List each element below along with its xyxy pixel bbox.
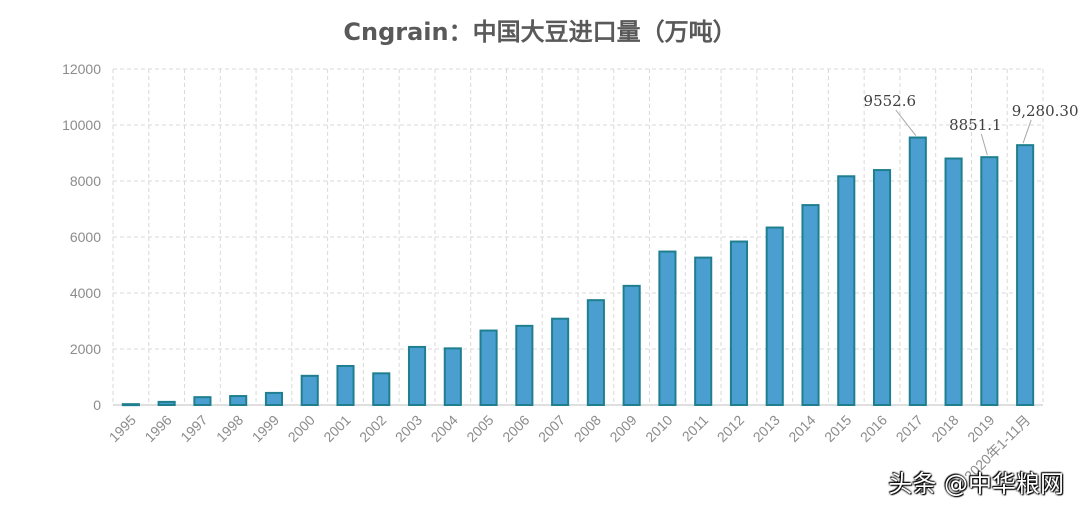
bar-2005 <box>479 329 498 407</box>
data-label-leader <box>895 109 917 136</box>
bar-2019 <box>980 156 999 406</box>
bar-2002 <box>372 372 391 406</box>
x-tick-label: 2003 <box>392 412 425 445</box>
x-tick-label: 2016 <box>857 412 890 445</box>
x-tick-label: 1998 <box>213 412 246 445</box>
x-tick-label: 2006 <box>499 412 532 445</box>
x-tick-label: 2004 <box>428 412 461 445</box>
bars <box>121 136 1035 407</box>
y-tick-label: 12000 <box>62 61 101 77</box>
bar-2004 <box>443 347 462 406</box>
x-tick-label: 2008 <box>571 412 604 445</box>
bar-1997 <box>193 396 212 407</box>
bar-1995 <box>121 403 140 407</box>
bar-2008 <box>586 299 605 406</box>
bar-2018 <box>944 157 963 406</box>
y-tick-label: 0 <box>93 397 101 413</box>
bar-2001 <box>336 364 355 406</box>
bar-1999 <box>264 391 284 406</box>
x-tick-label: 2018 <box>928 412 961 445</box>
x-tick-label: 2010 <box>642 412 675 445</box>
bar-1998 <box>229 395 248 407</box>
x-tick-label: 2000 <box>285 412 318 445</box>
bar-2020年1-11月 <box>1016 144 1035 406</box>
data-label: 9,280.30 <box>1012 102 1079 120</box>
y-tick-label: 8000 <box>70 173 101 189</box>
data-label-leader <box>1022 119 1032 144</box>
bar-2012 <box>729 240 749 406</box>
bar-2007 <box>551 317 570 407</box>
x-tick-label: 2007 <box>535 412 568 445</box>
data-label: 8851.1 <box>949 116 1002 134</box>
x-tick-label: 2013 <box>750 412 783 445</box>
bar-1996 <box>157 400 176 406</box>
x-tick-label: 2005 <box>463 412 496 445</box>
x-tick-label: 2012 <box>714 412 747 445</box>
y-tick-label: 10000 <box>62 117 101 133</box>
y-tick-label: 6000 <box>70 229 101 245</box>
x-tick-label: 2015 <box>821 412 854 445</box>
x-tick-label: 2014 <box>785 412 818 445</box>
y-axis-ticks: 0 2000 4000 6000 8000 10000 12000 <box>62 61 101 413</box>
bar-2017 <box>908 136 927 407</box>
bar-2013 <box>765 226 784 406</box>
y-tick-label: 2000 <box>70 341 101 357</box>
data-labels: 9552.6 8851.1 9,280.30 <box>864 92 1079 156</box>
y-tick-label: 4000 <box>70 285 101 301</box>
bar-2016 <box>872 169 892 406</box>
watermark-text: 头条 @中华粮网 <box>888 470 1064 498</box>
x-tick-label: 1996 <box>141 412 174 445</box>
x-tick-label: 2001 <box>320 412 353 445</box>
bar-2003 <box>407 345 427 407</box>
bar-2010 <box>658 250 677 406</box>
bar-2011 <box>694 256 713 406</box>
x-tick-label: 2017 <box>893 412 926 445</box>
data-label: 9552.6 <box>864 92 917 110</box>
x-tick-label: 2002 <box>356 412 389 445</box>
data-label-leader <box>980 133 988 156</box>
bar-2000 <box>300 374 319 407</box>
bar-2015 <box>837 175 856 406</box>
x-tick-label: 1999 <box>249 412 282 445</box>
x-tick-label: 1997 <box>177 412 210 445</box>
bar-2006 <box>515 324 534 406</box>
x-tick-label: 2011 <box>679 412 712 445</box>
x-tick-label: 1995 <box>106 412 139 445</box>
chart-title: Cngrain：中国大豆进口量（万吨） <box>343 18 736 46</box>
grid-lines <box>112 68 1044 406</box>
bar-2014 <box>801 204 820 406</box>
x-tick-label: 2009 <box>606 412 639 445</box>
bar-2009 <box>622 284 641 406</box>
